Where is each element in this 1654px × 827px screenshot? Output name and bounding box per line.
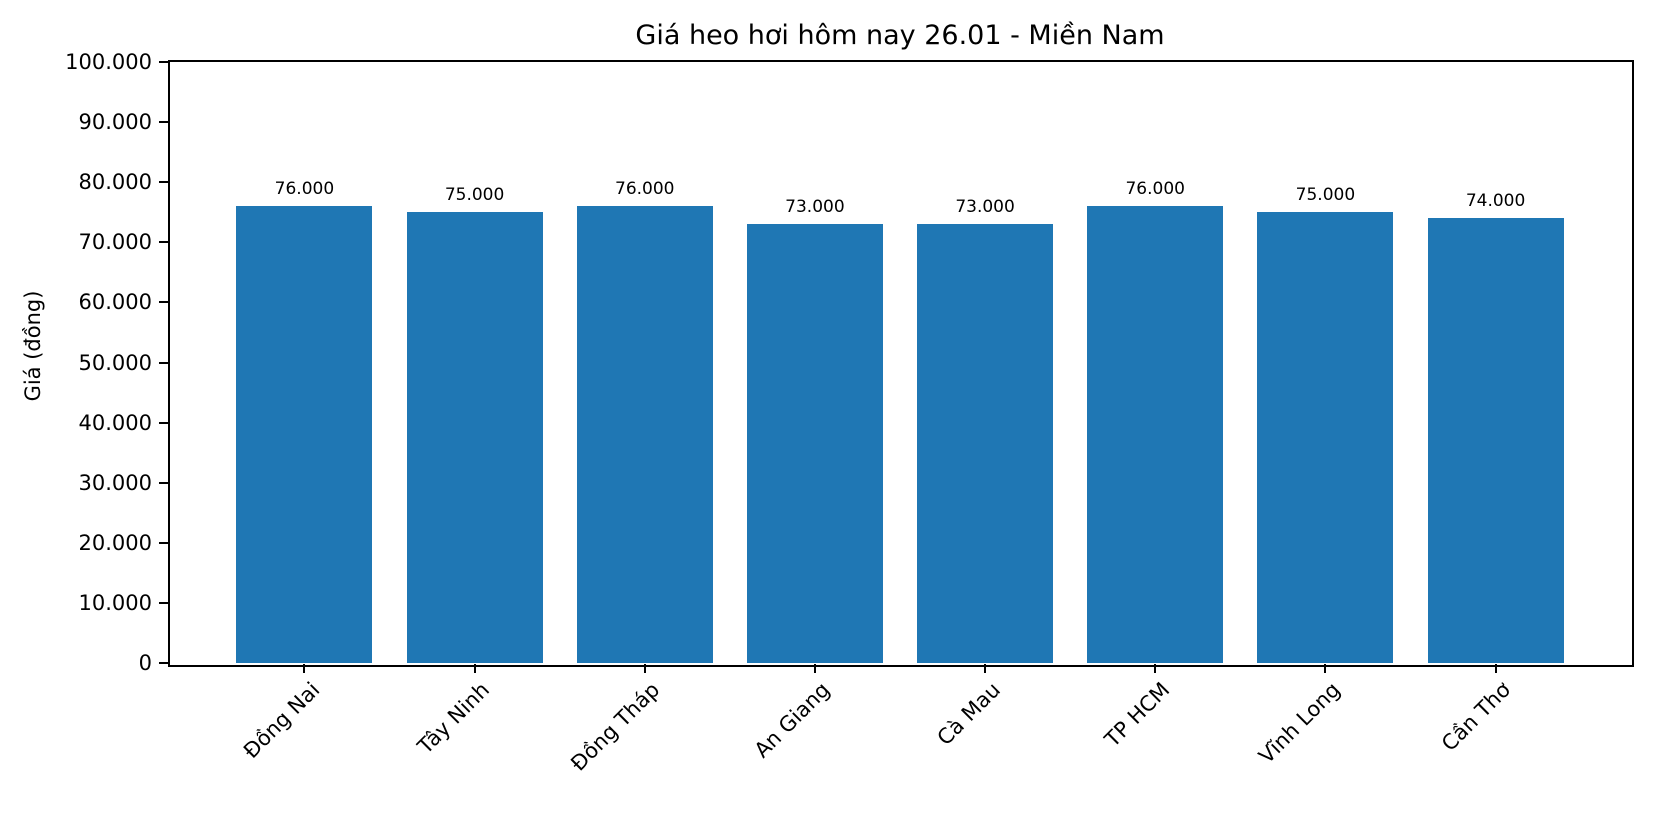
x-tick-label: An Giang bbox=[749, 677, 835, 763]
x-tick-mark bbox=[1154, 664, 1157, 673]
bar-value-label: 73.000 bbox=[785, 197, 845, 218]
x-tick-label: Tây Ninh bbox=[413, 677, 495, 759]
x-tick-mark bbox=[1494, 664, 1497, 673]
y-tick-label: 50.000 bbox=[78, 350, 152, 375]
bar-value-label: 74.000 bbox=[1465, 191, 1526, 212]
y-tick-label: 100.000 bbox=[65, 50, 152, 74]
bar-1 bbox=[406, 212, 543, 663]
y-tick-mark bbox=[159, 541, 168, 544]
y-axis-label: Giá (đồng) bbox=[21, 290, 45, 402]
y-tick-label: 90.000 bbox=[78, 110, 152, 135]
bar-value-label: 76.000 bbox=[615, 179, 675, 200]
y-tick-label: 20.000 bbox=[78, 530, 152, 555]
y-tick-label: 60.000 bbox=[78, 290, 152, 315]
y-tick-label: 40.000 bbox=[78, 410, 152, 435]
y-tick-label: 30.000 bbox=[78, 470, 152, 495]
bar-value-label: 75.000 bbox=[1295, 185, 1356, 206]
bar-value-label: 75.000 bbox=[444, 185, 505, 206]
y-tick-mark bbox=[159, 481, 168, 484]
x-tick-label: TP HCM bbox=[1100, 677, 1175, 752]
y-tick-label: 80.000 bbox=[78, 170, 152, 195]
y-tick-label: 70.000 bbox=[78, 230, 152, 255]
x-tick-label: Vĩnh Long bbox=[1254, 677, 1345, 769]
bar-7 bbox=[1427, 218, 1564, 663]
y-tick-mark bbox=[159, 241, 168, 244]
y-tick-label: 10.000 bbox=[78, 590, 152, 615]
bar-5 bbox=[1087, 206, 1224, 663]
y-tick-mark bbox=[159, 301, 168, 304]
y-tick-mark bbox=[159, 61, 168, 63]
chart-title: Giá heo hơi hôm nay 26.01 - Miền Nam bbox=[635, 20, 1165, 51]
x-tick-mark bbox=[813, 664, 816, 673]
y-tick-mark bbox=[159, 662, 168, 664]
x-tick-label: Cần Thơ bbox=[1436, 677, 1516, 756]
bar-3 bbox=[746, 224, 883, 663]
y-tick-mark bbox=[159, 181, 168, 184]
bar-6 bbox=[1257, 212, 1394, 663]
y-tick-mark bbox=[159, 601, 168, 604]
y-tick-mark bbox=[159, 361, 168, 364]
x-tick-mark bbox=[303, 664, 306, 673]
bar-0 bbox=[236, 206, 373, 663]
y-tick-mark bbox=[159, 121, 168, 124]
bar-2 bbox=[576, 206, 713, 663]
bar-value-label: 76.000 bbox=[1125, 179, 1185, 200]
bar-value-label: 76.000 bbox=[274, 179, 335, 200]
x-tick-mark bbox=[984, 664, 987, 673]
y-tick-label: 0 bbox=[138, 651, 152, 675]
bar-4 bbox=[917, 224, 1054, 663]
x-tick-mark bbox=[1324, 664, 1327, 673]
x-tick-mark bbox=[643, 664, 646, 673]
x-tick-label: Cà Mau bbox=[932, 677, 1005, 751]
x-tick-mark bbox=[473, 664, 476, 673]
x-tick-label: Đồng Nai bbox=[238, 677, 324, 764]
bar-value-label: 73.000 bbox=[955, 197, 1015, 218]
y-tick-mark bbox=[159, 421, 168, 424]
x-tick-label: Đồng Tháp bbox=[566, 677, 665, 776]
